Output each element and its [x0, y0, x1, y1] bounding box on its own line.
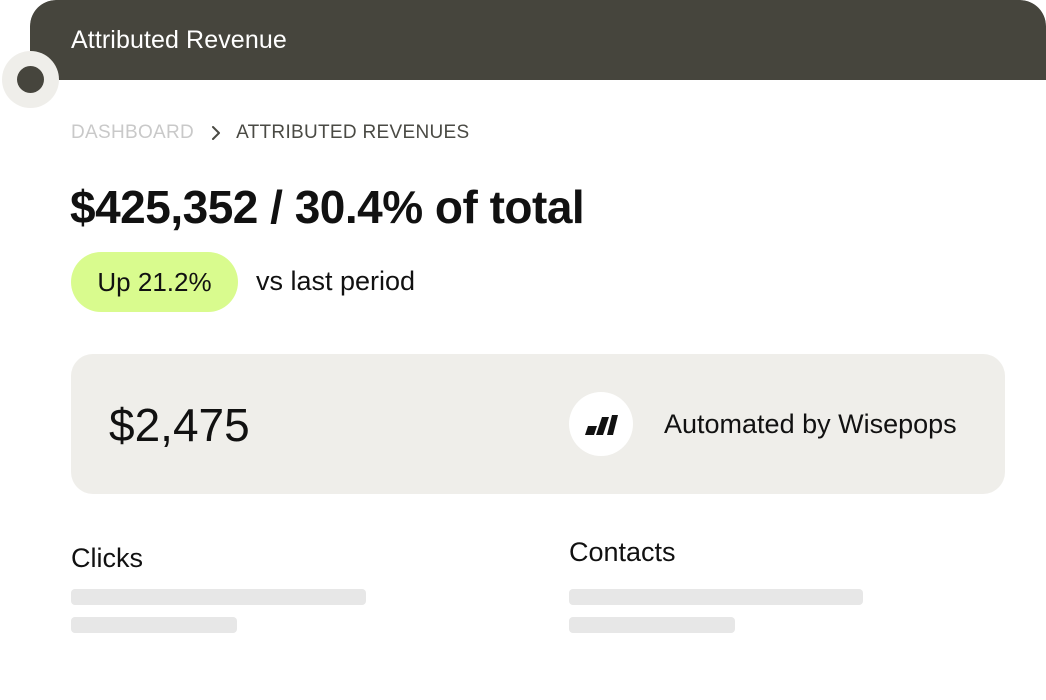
indicator-dot-center — [17, 66, 44, 93]
change-badge: Up 21.2% — [71, 252, 238, 312]
metric-label-clicks: Clicks — [71, 543, 143, 573]
automated-by-label: Automated by Wisepops — [664, 409, 957, 439]
clicks-placeholder-bar-short — [71, 617, 237, 633]
automated-revenue-card: $2,475 Automated by Wisepops — [71, 354, 1005, 494]
window-title: Attributed Revenue — [71, 26, 287, 54]
window-titlebar: Attributed Revenue — [30, 0, 1046, 80]
revenue-headline: $425,352 / 30.4% of total — [70, 181, 585, 233]
chevron-right-icon — [206, 123, 226, 143]
contacts-placeholder-bar — [569, 589, 863, 605]
contacts-placeholder-bar-short — [569, 617, 735, 633]
app-window: Attributed Revenue — [30, 0, 1046, 700]
wisepops-logo-icon — [569, 392, 633, 456]
clicks-placeholder-bar — [71, 589, 366, 605]
breadcrumb: DASHBOARD ATTRIBUTED REVENUES — [71, 122, 469, 144]
breadcrumb-current: ATTRIBUTED REVENUES — [236, 122, 470, 143]
breadcrumb-dashboard-link[interactable]: DASHBOARD — [71, 122, 195, 143]
window-indicator-dot — [2, 51, 59, 108]
automated-amount: $2,475 — [109, 399, 250, 451]
metric-label-contacts: Contacts — [569, 537, 676, 567]
change-note: vs last period — [256, 266, 416, 296]
